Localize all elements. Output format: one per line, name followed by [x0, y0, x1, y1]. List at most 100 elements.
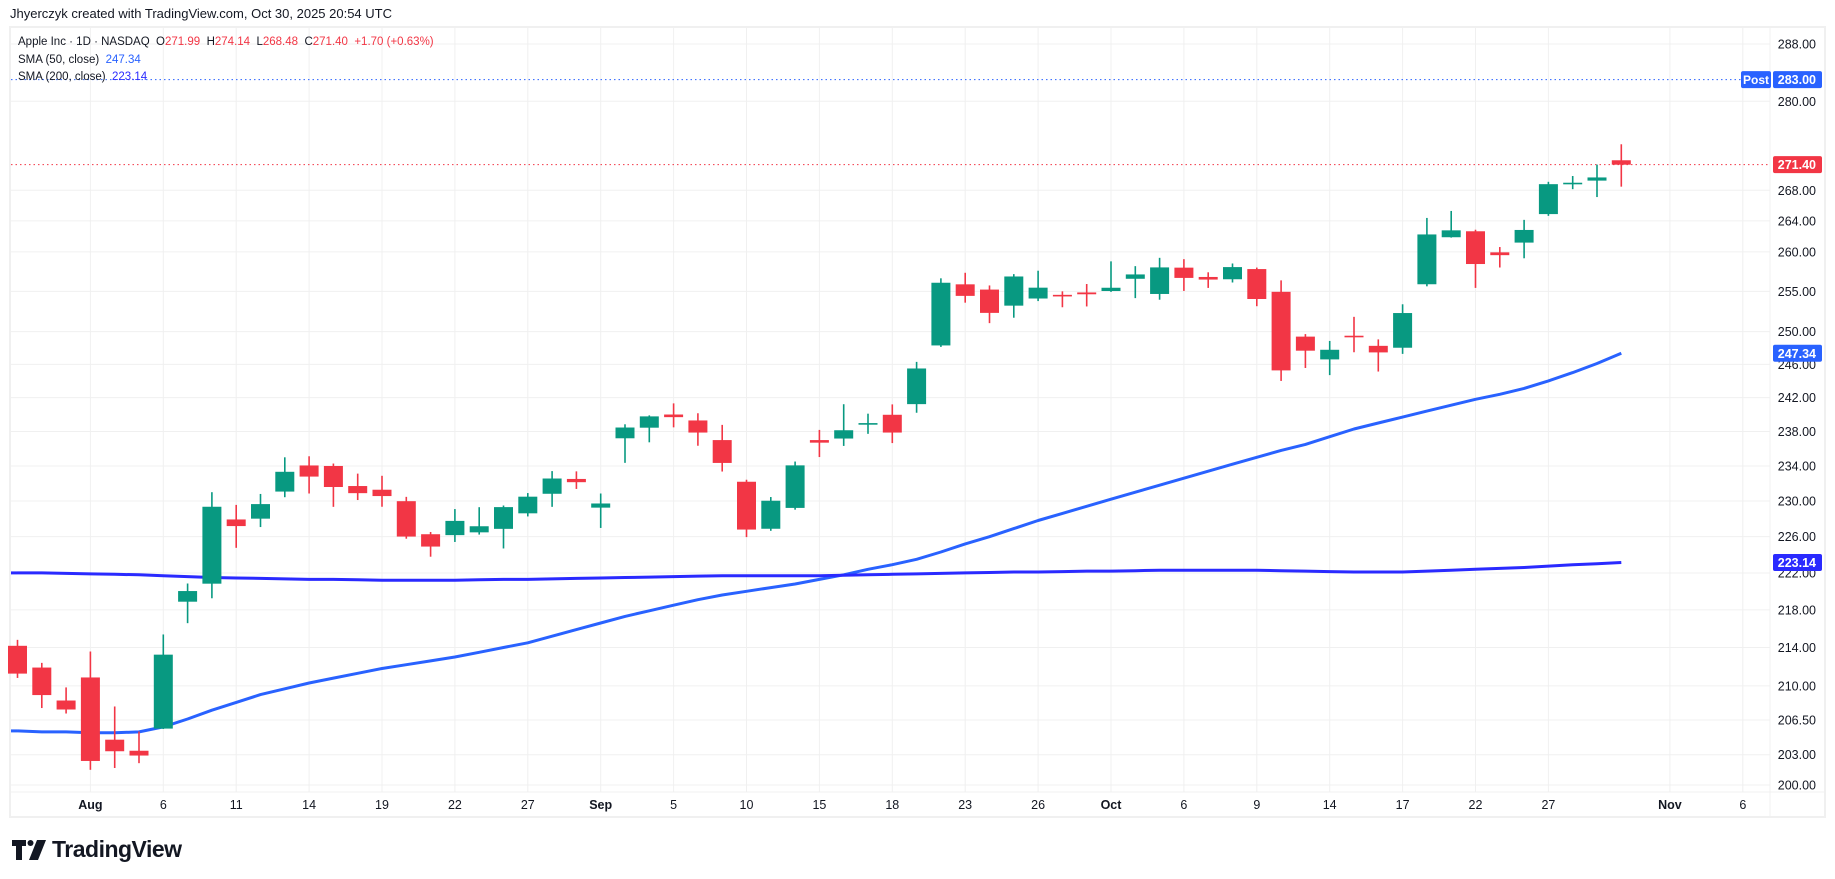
y-tick-label: 206.50	[1778, 714, 1816, 728]
symbol-label[interactable]: Apple Inc · 1D · NASDAQ	[18, 36, 150, 48]
candle-sep-3[interactable]	[615, 424, 635, 463]
candle-jul-29[interactable]	[8, 639, 27, 678]
candle-body	[251, 504, 270, 519]
candle-aug-21[interactable]	[421, 531, 441, 557]
candle-body	[80, 677, 100, 761]
candle-aug-12[interactable]	[251, 493, 270, 528]
candle-oct-28[interactable]	[1563, 176, 1583, 190]
candle-body	[469, 526, 489, 533]
x-tick-label: 11	[230, 798, 243, 812]
candle-aug-27[interactable]	[518, 493, 538, 517]
close-label: C	[304, 36, 313, 48]
candle-oct-6[interactable]	[1174, 259, 1194, 291]
candle-oct-13[interactable]	[1295, 334, 1315, 368]
candle-oct-14[interactable]	[1320, 340, 1340, 376]
candle-oct-9[interactable]	[1247, 267, 1267, 307]
candle-body	[105, 739, 125, 752]
candle-jul-31[interactable]	[56, 687, 76, 714]
candle-aug-7[interactable]	[178, 583, 198, 624]
candle-oct-1[interactable]	[1101, 261, 1121, 292]
candle-oct-8[interactable]	[1223, 263, 1242, 283]
y-tick-label: 230.00	[1778, 495, 1816, 509]
candle-sep-19[interactable]	[907, 361, 927, 413]
open-label: O	[156, 36, 165, 48]
candle-aug-8[interactable]	[202, 492, 222, 599]
candle-aug-29[interactable]	[566, 471, 586, 489]
candle-sep-5[interactable]	[664, 403, 684, 428]
candle-sep-4[interactable]	[639, 415, 659, 443]
y-tick-label: 200.00	[1778, 779, 1816, 793]
candle-body	[445, 520, 465, 536]
candle-sep-30[interactable]	[1077, 284, 1097, 307]
candle-body	[1320, 349, 1340, 360]
candle-body	[566, 478, 586, 483]
candle-sep-9[interactable]	[712, 424, 732, 472]
tradingview-logo[interactable]: TradingView	[12, 836, 182, 863]
candle-oct-22[interactable]	[1466, 229, 1485, 288]
candle-oct-16[interactable]	[1368, 339, 1388, 372]
candle-body	[737, 481, 756, 530]
candle-sep-18[interactable]	[882, 404, 902, 444]
candle-aug-11[interactable]	[226, 504, 246, 548]
candle-oct-17[interactable]	[1393, 304, 1413, 354]
candle-jul-30[interactable]	[32, 662, 52, 709]
candle-oct-27[interactable]	[1538, 181, 1558, 216]
candle-body	[1198, 276, 1218, 280]
price-label-badge	[1773, 554, 1822, 572]
candle-aug-20[interactable]	[396, 496, 416, 539]
candle-aug-18[interactable]	[348, 473, 368, 501]
candle-aug-1[interactable]	[80, 651, 100, 770]
candle-aug-26[interactable]	[494, 505, 513, 549]
x-tick-label: 15	[812, 798, 826, 812]
sma200-legend-row[interactable]: SMA (200, close) 223.14	[18, 69, 434, 87]
candle-aug-6[interactable]	[153, 634, 173, 729]
candle-sep-11[interactable]	[761, 497, 781, 531]
candle-oct-29[interactable]	[1587, 164, 1607, 198]
candle-oct-10[interactable]	[1271, 280, 1291, 381]
candle-body	[299, 465, 319, 477]
candle-sep-2[interactable]	[591, 493, 611, 528]
candle-oct-7[interactable]	[1198, 272, 1218, 288]
high-value: 274.14	[214, 36, 251, 48]
x-tick-label: 14	[1323, 798, 1337, 812]
candle-aug-14[interactable]	[299, 456, 319, 494]
candle-sep-12[interactable]	[785, 461, 805, 510]
candle-aug-22[interactable]	[445, 509, 465, 542]
candle-oct-21[interactable]	[1441, 210, 1461, 238]
candle-oct-24[interactable]	[1514, 219, 1534, 259]
candle-sep-8[interactable]	[688, 413, 708, 446]
candle-oct-23[interactable]	[1490, 247, 1510, 268]
candle-body	[8, 645, 27, 674]
sma50-legend-row[interactable]: SMA (50, close) 247.34	[18, 52, 434, 70]
candle-body	[858, 423, 878, 425]
candle-aug-5[interactable]	[129, 731, 149, 764]
ohlc-legend-row[interactable]: Apple Inc · 1D · NASDAQ O271.99 H274.14 …	[18, 34, 434, 52]
candle-oct-30[interactable]	[1611, 144, 1631, 187]
candle-aug-25[interactable]	[469, 507, 489, 535]
candle-aug-28[interactable]	[542, 471, 562, 507]
candle-oct-15[interactable]	[1344, 316, 1364, 353]
x-tick-label: 22	[448, 798, 462, 812]
candle-aug-4[interactable]	[105, 706, 125, 769]
candle-sep-22[interactable]	[931, 278, 951, 347]
x-tick-label: 6	[1739, 798, 1746, 812]
candle-aug-19[interactable]	[372, 475, 392, 507]
candle-oct-2[interactable]	[1125, 266, 1145, 299]
candle-sep-24[interactable]	[980, 285, 999, 324]
candle-sep-29[interactable]	[1052, 291, 1072, 308]
candle-body	[1052, 294, 1072, 297]
price-label-badge	[1773, 71, 1822, 89]
candle-sep-16[interactable]	[834, 404, 854, 446]
candle-aug-13[interactable]	[275, 457, 295, 498]
candle-oct-3[interactable]	[1150, 257, 1170, 300]
candle-oct-20[interactable]	[1417, 217, 1437, 287]
candle-sep-26[interactable]	[1028, 270, 1048, 302]
candle-sep-25[interactable]	[1004, 274, 1024, 318]
candle-sep-10[interactable]	[737, 479, 756, 538]
candle-aug-15[interactable]	[323, 463, 343, 507]
candle-sep-15[interactable]	[809, 429, 829, 458]
candle-body	[615, 427, 635, 439]
candle-sep-17[interactable]	[858, 413, 878, 434]
candle-sep-23[interactable]	[955, 272, 975, 303]
